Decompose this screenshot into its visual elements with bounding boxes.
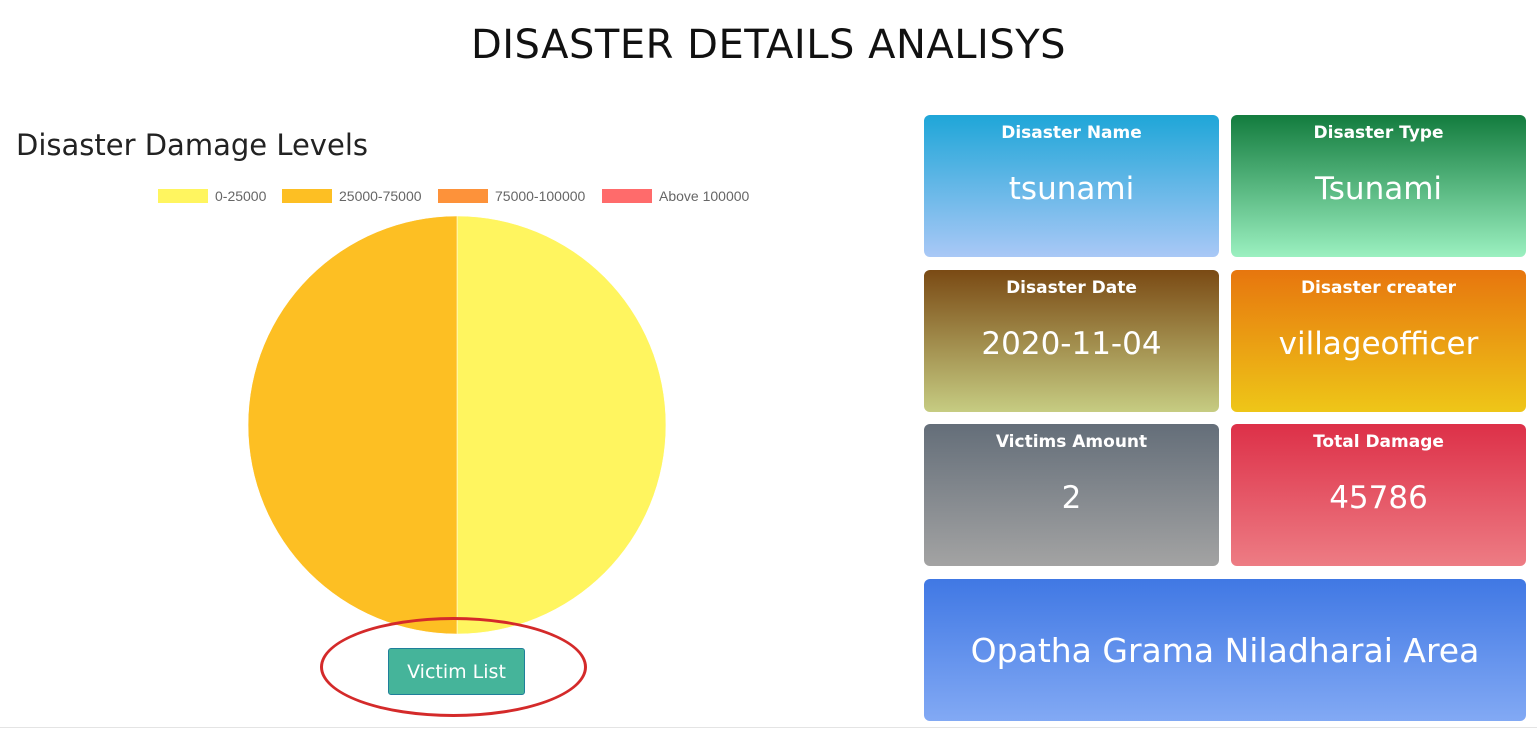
area-card: Opatha Grama Niladharai Area	[924, 579, 1526, 721]
highlight-annotation-ellipse	[320, 617, 587, 717]
legend-swatch	[282, 189, 332, 203]
pie-chart	[247, 215, 667, 635]
card-value: 2020-11-04	[981, 326, 1162, 362]
disaster-type-card: Disaster Type Tsunami	[1231, 115, 1526, 257]
legend-label: Above 100000	[659, 188, 750, 204]
card-value: villageofficer	[1278, 326, 1479, 362]
area-value: Opatha Grama Niladharai Area	[970, 631, 1480, 670]
pie-slice-0-25000[interactable]	[456, 215, 667, 635]
card-value: 45786	[1329, 480, 1428, 516]
pie-slice-25000-75000[interactable]	[247, 215, 458, 635]
victims-amount-card: Victims Amount 2	[924, 424, 1219, 566]
disaster-date-card: Disaster Date 2020-11-04	[924, 270, 1219, 412]
legend-swatch	[438, 189, 488, 203]
card-label: Total Damage	[1313, 432, 1444, 452]
chart-title: Disaster Damage Levels	[16, 128, 368, 162]
legend-label: 25000-75000	[339, 188, 422, 204]
card-label: Disaster Name	[1001, 123, 1142, 143]
card-label: Victims Amount	[995, 432, 1148, 452]
legend-label: 75000-100000	[495, 188, 586, 204]
card-label: Disaster creater	[1300, 278, 1457, 298]
legend-swatch	[602, 189, 652, 203]
page-title: DISASTER DETAILS ANALISYS	[470, 22, 1067, 68]
legend-label: 0-25000	[215, 188, 267, 204]
card-label: Disaster Date	[1006, 278, 1137, 298]
disaster-name-card: Disaster Name tsunami	[924, 115, 1219, 257]
card-label: Disaster Type	[1313, 123, 1444, 143]
bottom-divider	[0, 727, 1537, 728]
victim-list-button[interactable]: Victim List	[388, 648, 525, 695]
card-value: tsunami	[1008, 171, 1135, 207]
legend-swatch	[158, 189, 208, 203]
card-value: Tsunami	[1314, 171, 1443, 207]
card-value: 2	[1061, 480, 1082, 516]
total-damage-card: Total Damage 45786	[1231, 424, 1526, 566]
disaster-creator-card: Disaster creater villageofficer	[1231, 270, 1526, 412]
